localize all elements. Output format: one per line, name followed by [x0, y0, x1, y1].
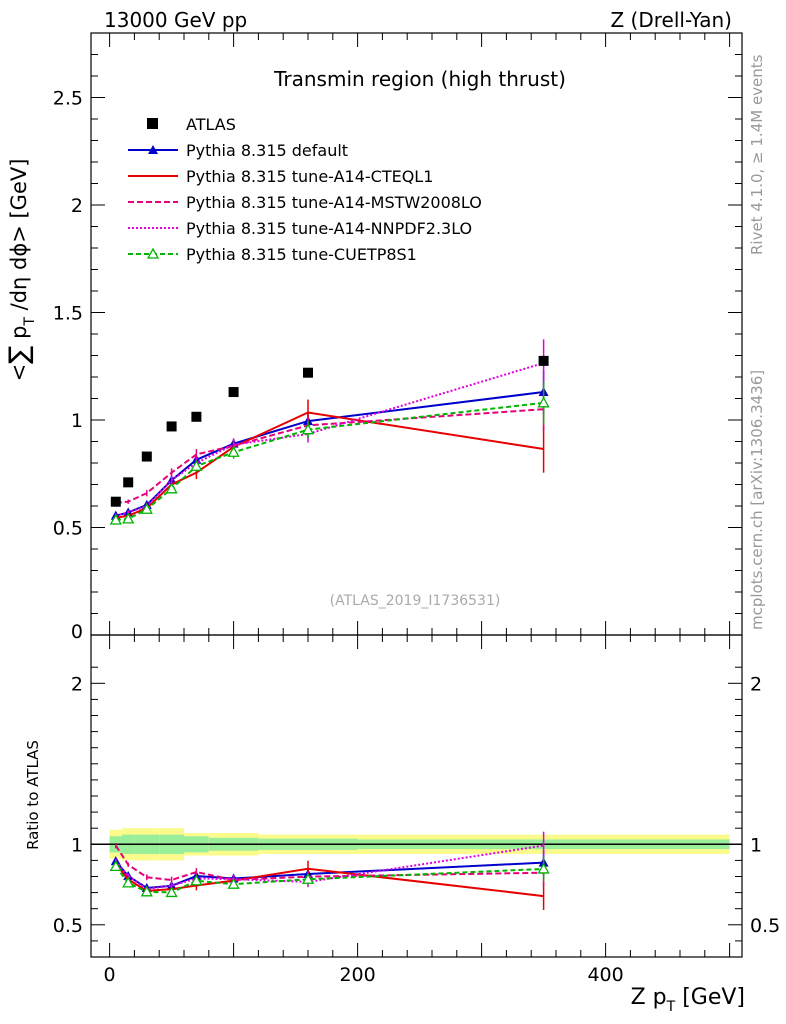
series-line	[115, 863, 544, 898]
series-marker	[190, 874, 203, 886]
y-tick-label-main: 1	[71, 410, 83, 432]
legend-entry: Pythia 8.315 tune-A14-CTEQL1	[128, 167, 433, 186]
series-marker	[301, 423, 315, 435]
y-axis-label-ratio: Ratio to ATLAS	[24, 740, 42, 850]
energy-label: 13000 GeV pp	[104, 8, 247, 32]
atlas-point	[166, 421, 177, 432]
series-marker	[301, 872, 315, 884]
y-tick-label-ratio-right: 0.5	[750, 915, 780, 937]
mcplots-label: mcplots.cern.ch [arXiv:1306.3436]	[748, 370, 766, 630]
y-tick-label-main: 0.5	[53, 518, 83, 540]
atlas-point	[228, 387, 239, 398]
series-marker	[227, 445, 240, 457]
legend-entry: Pythia 8.315 tune-CUETP8S1	[128, 245, 417, 264]
y-tick-label-ratio-right: 2	[750, 673, 762, 695]
series-line	[115, 408, 544, 504]
series-marker	[140, 502, 153, 514]
x-tick-label: 0	[104, 964, 116, 986]
legend-entry: Pythia 8.315 default	[128, 141, 348, 160]
x-axis-label: Z pT [GeV]	[631, 985, 745, 1015]
legend-entry-atlas: ATLAS	[147, 115, 236, 134]
y-tick-label-main: 2.5	[53, 88, 83, 110]
y-tick-label-main: 2	[71, 195, 83, 217]
x-tick-label: 200	[339, 964, 375, 986]
atlas-point	[110, 496, 121, 507]
y-tick-label-main-zero: 0	[71, 621, 83, 643]
legend-label: ATLAS	[186, 115, 236, 134]
y-tick-label-ratio: 0.5	[53, 915, 83, 937]
atlas-point	[303, 367, 313, 378]
series-marker	[165, 482, 178, 494]
legend-label: Pythia 8.315 tune-A14-MSTW2008LO	[186, 193, 482, 212]
legend-label: Pythia 8.315 tune-CUETP8S1	[186, 245, 417, 264]
legend: ATLAS Pythia 8.315 default Pythia 8.315 tu…	[128, 115, 482, 264]
series-line	[115, 401, 544, 521]
series-marker	[165, 886, 178, 898]
y-tick-label-ratio: 2	[71, 673, 83, 695]
y-tick-label-main: 1.5	[53, 303, 83, 325]
series-marker	[122, 876, 135, 888]
svg-text:<∑ pT /dη dϕ> [GeV]: <∑ pT /dη dϕ> [GeV]	[4, 159, 38, 382]
legend-marker	[147, 118, 158, 129]
analysis-tag: (ATLAS_2019_I1736531)	[330, 593, 501, 609]
legend-label: Pythia 8.315 tune-A14-NNPDF2.3LO	[186, 219, 472, 238]
series-marker	[140, 885, 153, 897]
y-tick-label-ratio-right: 1	[750, 834, 762, 856]
series-marker	[537, 862, 550, 874]
x-tick-label: 400	[587, 964, 623, 986]
series-marker	[227, 877, 240, 889]
series-line	[115, 391, 544, 517]
legend-marker	[148, 145, 158, 154]
atlas-point	[191, 411, 202, 422]
ratio-axis-ticks: 0.5 0.5 1 1 2 2	[53, 666, 780, 942]
main-series	[109, 339, 550, 525]
series-marker	[109, 860, 122, 872]
main-axis-ticks: 0.5 1 1.5 2 2.5 0	[53, 54, 742, 643]
atlas-data-points	[110, 355, 549, 507]
atlas-point	[538, 355, 549, 366]
legend-label: Pythia 8.315 tune-A14-CTEQL1	[186, 167, 433, 186]
legend-entry: Pythia 8.315 tune-A14-NNPDF2.3LO	[128, 219, 472, 238]
series-marker	[537, 396, 550, 408]
legend-label: Pythia 8.315 default	[186, 141, 348, 160]
process-label: Z (Drell-Yan)	[610, 8, 732, 32]
legend-entry: Pythia 8.315 tune-A14-MSTW2008LO	[128, 193, 482, 212]
atlas-point	[123, 477, 134, 488]
series-marker	[122, 512, 135, 524]
atlas-point	[141, 451, 152, 462]
x-axis-ticks: 0 200 400	[104, 33, 731, 986]
y-axis-label-main: <∑ pT /dη dϕ> [GeV]	[4, 159, 38, 382]
series-line	[115, 362, 544, 517]
series-marker	[109, 513, 122, 525]
chart-title: Transmin region (high thrust)	[273, 67, 566, 91]
ratio-panel-frame	[90, 634, 743, 958]
rivet-version-label: Rivet 4.1.0, ≥ 1.4M events	[748, 54, 766, 255]
y-tick-label-ratio: 1	[71, 834, 83, 856]
series-line	[115, 844, 544, 890]
ratio-series	[109, 831, 550, 910]
legend-marker	[146, 247, 160, 259]
series-line	[114, 845, 544, 882]
series-marker	[190, 459, 203, 471]
